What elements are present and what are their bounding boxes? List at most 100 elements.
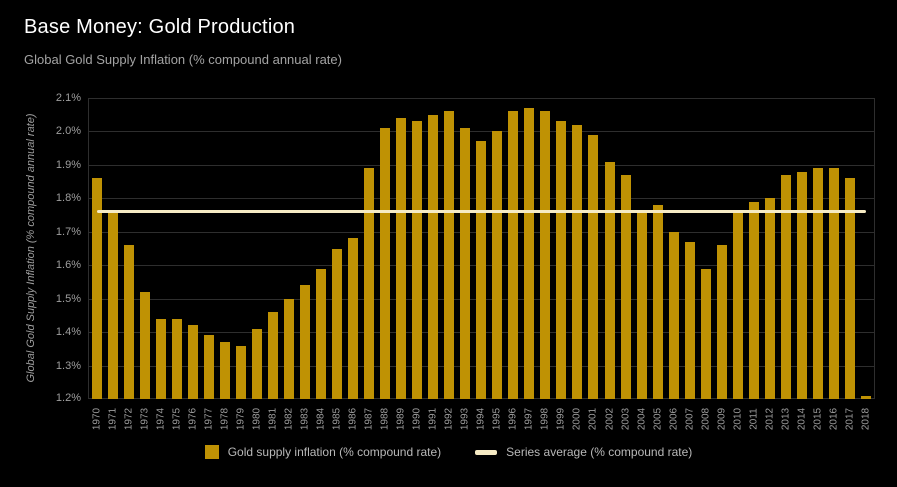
bar-slot-1983: 1983 [297,98,313,430]
bar-slot-1974: 1974 [153,98,169,430]
x-tick-label: 1978 [219,407,231,431]
bar-1980[interactable] [252,328,263,399]
bar-2015[interactable] [812,168,823,399]
bar-2007[interactable] [684,241,695,399]
bar-slot-1999: 1999 [553,98,569,430]
bar-1986[interactable] [348,238,359,399]
bar-1988[interactable] [380,128,391,399]
bar-1978[interactable] [220,342,231,399]
bar-1974[interactable] [156,318,167,399]
x-tick-label: 1975 [171,407,183,431]
bar-2005[interactable] [652,205,663,399]
bar-2004[interactable] [636,211,647,399]
bar-1993[interactable] [460,128,471,399]
x-tick-label: 1977 [203,407,215,431]
bar-1975[interactable] [172,318,183,399]
bar-slot-1997: 1997 [521,98,537,430]
plot-area: 2.1% 2.0% 1.9% 1.8% 1.7% 1.6% 1.5% 1.4% 1.3% 1.2%… [56,92,875,430]
bar-slot-1993: 1993 [457,98,473,430]
bar-slot-1975: 1975 [169,98,185,430]
bar-2011[interactable] [748,201,759,399]
bar-1998[interactable] [540,111,551,399]
bar-slot-1973: 1973 [137,98,153,430]
x-tick-label: 1981 [267,407,279,431]
bar-1971[interactable] [108,211,119,399]
legend-item-series-average[interactable]: Series average (% compound rate) [475,445,692,459]
legend-item-gold-supply[interactable]: Gold supply inflation (% compound rate) [204,445,441,459]
bar-2008[interactable] [700,268,711,399]
bar-1996[interactable] [508,111,519,399]
x-tick-label: 2004 [636,407,648,431]
bar-slot-1971: 1971 [105,98,121,430]
average-line [97,210,866,214]
bar-1992[interactable] [444,111,455,399]
bar-1989[interactable] [396,118,407,399]
bar-slot-1989: 1989 [393,98,409,430]
bar-1981[interactable] [268,312,279,399]
bar-slot-1998: 1998 [537,98,553,430]
bar-1997[interactable] [524,108,535,399]
bar-slot-2008: 2008 [698,98,714,430]
bar-1982[interactable] [284,298,295,399]
bar-1984[interactable] [316,268,327,399]
x-tick-label: 1973 [139,407,151,431]
bar-slot-1985: 1985 [329,98,345,430]
bar-slot-1982: 1982 [281,98,297,430]
bar-1972[interactable] [124,245,135,399]
y-tick-label: 1.3% [55,359,81,372]
bar-slot-1991: 1991 [425,98,441,430]
bar-slot-2007: 2007 [682,98,698,430]
x-tick-label: 2015 [812,407,824,431]
bar-1987[interactable] [364,168,375,399]
bar-1983[interactable] [300,285,311,399]
y-tick-label: 1.9% [55,158,81,171]
bar-slot-1996: 1996 [505,98,521,430]
bar-2006[interactable] [668,231,679,399]
bar-slot-1986: 1986 [345,98,361,430]
bar-slot-1976: 1976 [185,98,201,430]
bar-slot-1990: 1990 [409,98,425,430]
x-tick-label: 1994 [475,407,487,431]
bar-2009[interactable] [716,245,727,399]
x-tick-label: 1989 [395,407,407,431]
x-tick-label: 1984 [315,407,327,431]
bar-slot-2014: 2014 [794,98,810,430]
bar-2013[interactable] [780,174,791,399]
x-tick-label: 2018 [860,407,872,431]
bar-slot-2017: 2017 [842,98,858,430]
x-tick-label: 1972 [123,407,135,431]
bar-slot-1979: 1979 [233,98,249,430]
bars-row: 1970 1971 1972 1973 1974 1975 1976 1977 1978 1979… [89,98,874,430]
bar-1995[interactable] [492,131,503,399]
bar-1973[interactable] [140,291,151,399]
x-tick-label: 1996 [507,407,519,431]
bar-1990[interactable] [412,121,423,399]
bar-2002[interactable] [604,161,615,399]
x-tick-label: 2002 [604,407,615,431]
bar-2018[interactable] [860,395,871,399]
bar-2016[interactable] [828,168,839,399]
bar-1976[interactable] [188,325,199,399]
x-tick-label: 1988 [379,407,391,431]
bar-2001[interactable] [588,134,599,399]
bar-slot-1988: 1988 [377,98,393,430]
bar-2017[interactable] [844,178,855,399]
bar-1979[interactable] [236,345,247,399]
y-tick-label: 1.6% [55,259,81,272]
bar-1985[interactable] [332,248,343,399]
bar-1994[interactable] [476,141,487,399]
bar-slot-1981: 1981 [265,98,281,430]
x-tick-label: 1971 [107,407,119,431]
bar-2010[interactable] [732,211,743,399]
bar-1970[interactable] [92,178,102,399]
x-tick-label: 2007 [684,407,696,431]
bar-2012[interactable] [764,198,775,399]
bar-2014[interactable] [796,171,807,399]
bar-1977[interactable] [204,335,215,399]
bar-slot-2013: 2013 [778,98,794,430]
bar-1991[interactable] [428,114,439,399]
bar-2003[interactable] [620,174,631,399]
bar-2000[interactable] [572,124,583,399]
bar-slot-1970: 1970 [89,98,105,430]
bar-1999[interactable] [556,121,567,399]
